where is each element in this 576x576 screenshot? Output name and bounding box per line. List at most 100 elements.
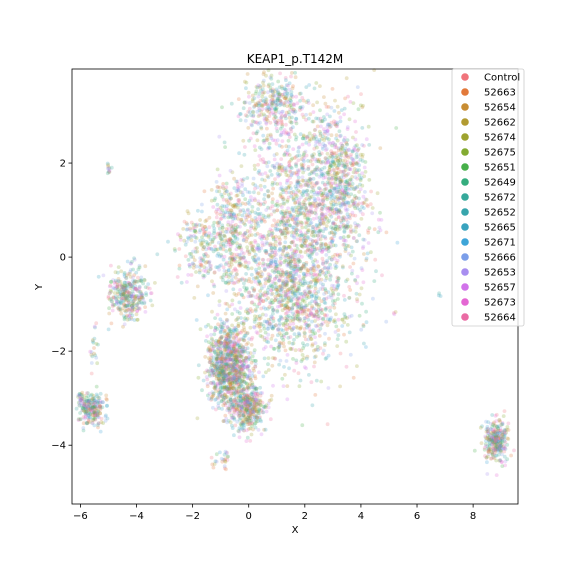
data-point: [296, 149, 301, 154]
data-point: [318, 281, 323, 285]
data-point: [296, 158, 301, 163]
data-point: [234, 222, 238, 227]
data-point: [275, 309, 280, 314]
data-point: [244, 272, 249, 276]
data-point: [291, 208, 296, 213]
data-point: [306, 116, 311, 121]
data-point: [235, 187, 240, 191]
data-point: [367, 178, 372, 182]
data-point: [300, 357, 305, 362]
data-point: [363, 197, 368, 202]
data-point: [357, 233, 362, 238]
data-point: [308, 177, 313, 181]
data-point: [267, 305, 272, 309]
data-point: [267, 82, 271, 87]
data-point: [274, 262, 279, 267]
data-point: [242, 407, 247, 411]
data-point: [321, 270, 325, 275]
data-point: [294, 218, 299, 222]
data-point: [241, 422, 245, 427]
data-point: [342, 332, 346, 337]
data-point: [185, 280, 189, 284]
data-point: [222, 341, 227, 346]
data-point: [310, 343, 315, 348]
data-point: [315, 226, 320, 231]
data-point: [311, 103, 315, 108]
data-point: [323, 331, 327, 336]
data-point: [309, 194, 314, 199]
data-point: [214, 180, 219, 184]
data-point: [272, 270, 277, 275]
data-point: [316, 116, 321, 121]
data-point: [231, 386, 236, 391]
data-point: [355, 143, 359, 148]
data-point: [333, 177, 338, 182]
data-point: [211, 393, 216, 398]
data-point: [345, 160, 350, 164]
data-point: [199, 223, 204, 228]
data-point: [285, 94, 289, 98]
data-point: [350, 184, 354, 189]
data-point: [321, 229, 326, 234]
data-point: [232, 176, 237, 181]
data-point: [336, 297, 340, 301]
data-point: [345, 207, 350, 212]
data-point: [311, 135, 316, 140]
data-point: [302, 190, 306, 195]
data-point: [317, 142, 322, 147]
data-point: [280, 205, 284, 209]
data-point: [255, 212, 260, 216]
data-point: [246, 126, 251, 130]
data-point: [251, 248, 256, 253]
data-point: [201, 378, 206, 383]
data-point: [325, 220, 330, 225]
data-point: [310, 210, 314, 215]
data-point: [296, 208, 301, 213]
data-point: [305, 188, 310, 193]
data-point: [326, 317, 330, 321]
data-point: [304, 190, 308, 194]
data-point: [303, 178, 308, 183]
data-point: [219, 344, 224, 349]
data-point: [241, 138, 246, 143]
data-point: [238, 306, 243, 310]
data-point: [331, 202, 336, 207]
data-point: [299, 211, 303, 216]
data-point: [322, 193, 326, 198]
data-point: [198, 259, 203, 264]
data-point: [308, 203, 313, 208]
data-point: [325, 205, 330, 210]
data-point: [266, 205, 270, 210]
data-point: [218, 232, 223, 237]
data-point: [252, 120, 257, 124]
data-point: [343, 238, 348, 243]
data-point: [264, 370, 268, 375]
data-point: [364, 345, 368, 349]
data-point: [331, 238, 335, 243]
data-point: [279, 220, 284, 225]
data-point: [240, 178, 245, 183]
data-point: [336, 292, 341, 297]
data-point: [230, 423, 234, 428]
data-point: [287, 163, 292, 168]
data-point: [358, 103, 363, 108]
data-point: [312, 146, 317, 151]
data-point: [352, 167, 357, 171]
data-point: [269, 258, 274, 263]
data-point: [308, 195, 312, 200]
data-point: [345, 127, 350, 131]
data-point: [211, 381, 215, 386]
data-point: [256, 199, 261, 204]
data-point: [310, 304, 314, 309]
data-point: [357, 201, 361, 206]
data-point: [295, 200, 300, 205]
data-point: [294, 121, 299, 126]
data-point: [254, 247, 259, 251]
data-point: [306, 166, 311, 171]
data-point: [213, 328, 217, 333]
data-point: [259, 432, 264, 437]
data-point: [273, 356, 278, 361]
data-point: [321, 220, 326, 225]
data-point: [302, 265, 307, 269]
data-point: [281, 249, 285, 254]
